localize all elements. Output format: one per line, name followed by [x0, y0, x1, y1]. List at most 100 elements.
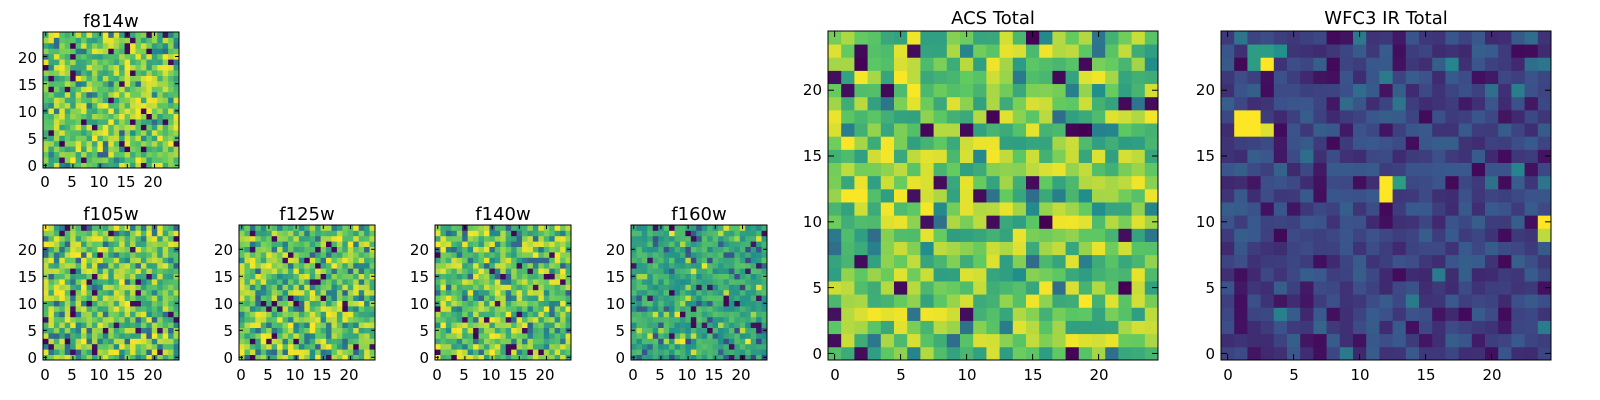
heatmap-cell — [48, 273, 55, 280]
heatmap-cell — [456, 268, 463, 274]
heatmap-cell — [271, 235, 278, 242]
heatmap-cell — [53, 146, 60, 153]
heatmap-cell — [696, 295, 703, 301]
heatmap-cell — [500, 225, 507, 231]
heatmap-cell — [522, 322, 528, 328]
heatmap-cell — [473, 306, 479, 312]
heatmap-cell — [658, 252, 665, 258]
heatmap-cell — [669, 284, 675, 291]
heatmap-cell — [761, 338, 768, 345]
heatmap-cell — [48, 338, 55, 345]
heatmap-cell — [1012, 228, 1027, 242]
heatmap-cell — [907, 57, 921, 71]
heatmap-cell — [331, 284, 338, 291]
heatmap-cell — [287, 279, 294, 285]
heatmap-cell — [59, 316, 66, 323]
heatmap-cell — [1353, 215, 1367, 229]
heatmap-cell — [652, 306, 659, 312]
heatmap-cell — [543, 316, 550, 323]
heatmap-cell — [75, 241, 82, 247]
heatmap-cell — [854, 267, 868, 282]
heatmap-cell — [685, 338, 692, 345]
heatmap-cell — [946, 346, 961, 361]
heatmap-cell — [707, 284, 713, 291]
heatmap-cell — [320, 252, 327, 258]
heatmap-cell — [986, 281, 1000, 295]
heatmap-cell — [364, 230, 370, 237]
heatmap-cell — [973, 320, 987, 335]
heatmap-cell — [505, 230, 512, 237]
heatmap-cell — [973, 307, 987, 321]
heatmap-cell — [933, 83, 948, 98]
heatmap-cell — [162, 235, 169, 242]
heatmap-cell — [1234, 83, 1248, 98]
heatmap-cell — [1052, 307, 1066, 321]
heatmap-cell — [999, 188, 1014, 203]
heatmap-cell — [674, 268, 681, 274]
y-tick-label: 5 — [615, 322, 625, 340]
heatmap-cell — [358, 289, 365, 296]
heatmap-cell — [756, 235, 762, 242]
heatmap-cell — [973, 215, 987, 229]
heatmap-cell — [560, 333, 566, 339]
heatmap-cell — [467, 311, 474, 318]
heatmap-cell — [467, 338, 474, 345]
heatmap-cell — [933, 149, 948, 163]
heatmap-cell — [91, 322, 98, 328]
heatmap-cell — [48, 295, 55, 301]
heatmap-cell — [1471, 267, 1486, 282]
heatmap-cell — [1131, 294, 1146, 308]
heatmap-cell — [304, 333, 311, 339]
heatmap-cell — [1339, 149, 1354, 163]
heatmap-cell — [135, 162, 142, 169]
heatmap-cell — [1052, 202, 1066, 216]
heatmap-cell — [146, 241, 153, 247]
heatmap-cell — [282, 273, 289, 280]
heatmap-cell — [298, 230, 305, 237]
heatmap-cell — [712, 289, 719, 296]
heatmap-cell — [244, 295, 251, 301]
heatmap-cell — [162, 70, 169, 76]
heatmap-cell — [151, 252, 158, 258]
heatmap-cell — [440, 268, 447, 274]
heatmap-cell — [113, 306, 120, 312]
heatmap-cell — [91, 295, 98, 301]
heatmap-cell — [266, 246, 273, 253]
x-tick-labels: 0 5 10 15 20 — [830, 366, 1108, 384]
heatmap-cell — [168, 279, 174, 285]
heatmap-cell — [347, 322, 354, 328]
heatmap-cell — [336, 252, 343, 258]
heatmap-cell — [669, 279, 675, 285]
heatmap-cell — [1524, 57, 1539, 71]
heatmap-cell — [999, 215, 1014, 229]
heatmap-cell — [652, 252, 659, 258]
heatmap-cell — [723, 289, 730, 296]
heatmap-cell — [494, 316, 501, 323]
heatmap-cell — [854, 254, 868, 269]
heatmap-cell — [1366, 57, 1380, 71]
heatmap-cell — [64, 53, 71, 60]
heatmap-cell — [75, 300, 82, 307]
heatmap-cell — [59, 48, 66, 55]
heatmap-cell — [451, 343, 458, 350]
heatmap-cell — [1260, 254, 1275, 269]
heatmap-cell — [48, 151, 55, 158]
heatmap-cell — [266, 343, 273, 350]
heatmap-cell — [707, 333, 713, 339]
heatmap-cell — [48, 235, 55, 242]
heatmap-cell — [97, 42, 104, 49]
heatmap-cell — [756, 241, 762, 247]
heatmap-cell — [880, 96, 895, 111]
heatmap-cell — [1485, 254, 1499, 269]
heatmap-cell — [750, 284, 757, 291]
heatmap-cell — [1458, 267, 1473, 282]
panel-title: f160w — [671, 204, 726, 225]
heatmap-cell — [320, 349, 327, 355]
heatmap-cell — [1353, 254, 1367, 269]
heatmap-cell — [124, 252, 131, 258]
heatmap-cell — [353, 241, 360, 247]
heatmap-cell — [75, 48, 82, 55]
heatmap-cell — [920, 241, 934, 256]
heatmap-cell — [81, 343, 87, 350]
heatmap-cell — [1445, 162, 1459, 177]
